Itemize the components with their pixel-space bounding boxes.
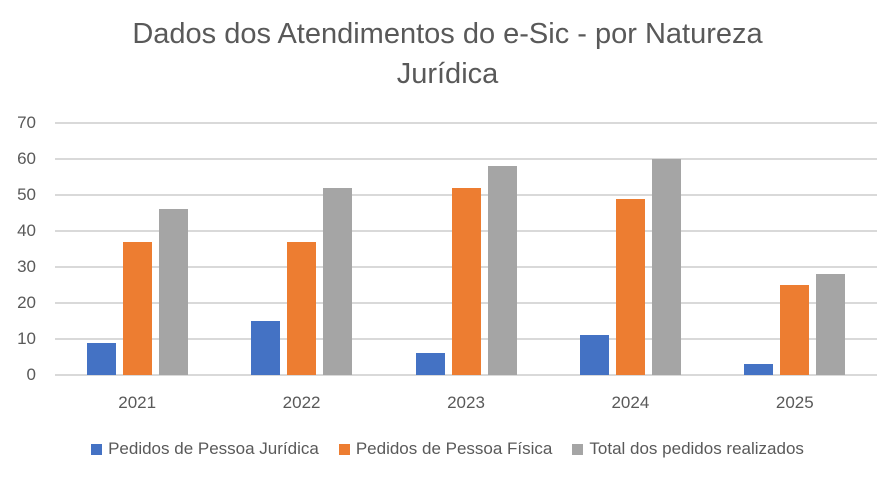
y-tick-label: 20 <box>17 293 36 312</box>
bar <box>487 166 517 375</box>
y-tick-label: 30 <box>17 257 36 276</box>
gridline <box>55 374 877 376</box>
bar <box>651 159 681 375</box>
legend-item: Pedidos de Pessoa Jurídica <box>91 439 319 459</box>
legend: Pedidos de Pessoa Jurídica Pedidos de Pes… <box>0 439 895 459</box>
legend-label: Pedidos de Pessoa Jurídica <box>108 439 319 458</box>
chart-title-line-2: Jurídica <box>396 58 499 90</box>
bar <box>451 187 481 375</box>
chart-title-line-1: Dados dos Atendimentos do e-Sic - por Na… <box>132 18 763 50</box>
bar <box>415 353 445 375</box>
bar <box>122 241 152 375</box>
legend-item: Total dos pedidos realizados <box>572 439 804 459</box>
bar <box>615 198 645 375</box>
x-tick-label: 2021 <box>118 393 157 412</box>
x-tick-label: 2025 <box>775 393 814 412</box>
legend-swatch-icon <box>572 443 584 455</box>
gridline <box>55 158 877 160</box>
y-tick-label: 0 <box>26 365 36 384</box>
bar <box>579 335 609 375</box>
bar <box>816 274 846 375</box>
y-tick-label: 50 <box>17 185 36 204</box>
legend-label: Pedidos de Pessoa Física <box>355 439 553 458</box>
x-tick-label: 2022 <box>282 393 321 412</box>
gridline <box>55 122 877 124</box>
x-tick-label: 2023 <box>447 393 485 412</box>
bar <box>287 241 317 375</box>
legend-label: Total dos pedidos realizados <box>589 439 804 458</box>
y-tick-label: 40 <box>17 221 36 240</box>
y-tick-label: 10 <box>17 329 36 348</box>
legend-swatch-icon <box>91 443 103 455</box>
bar <box>251 321 281 375</box>
y-tick-label: 60 <box>17 149 36 168</box>
chart-title: Dados dos Atendimentos do e-Sic - por Na… <box>0 14 895 94</box>
x-tick-label: 2024 <box>611 393 650 412</box>
plot-area <box>55 122 877 376</box>
bar <box>744 364 774 375</box>
bar <box>780 285 810 375</box>
bar <box>323 187 353 375</box>
legend-item: Pedidos de Pessoa Física <box>338 439 553 459</box>
bar <box>158 209 188 375</box>
legend-swatch-icon <box>338 443 350 455</box>
bar <box>86 342 116 375</box>
y-tick-label: 70 <box>17 113 36 132</box>
